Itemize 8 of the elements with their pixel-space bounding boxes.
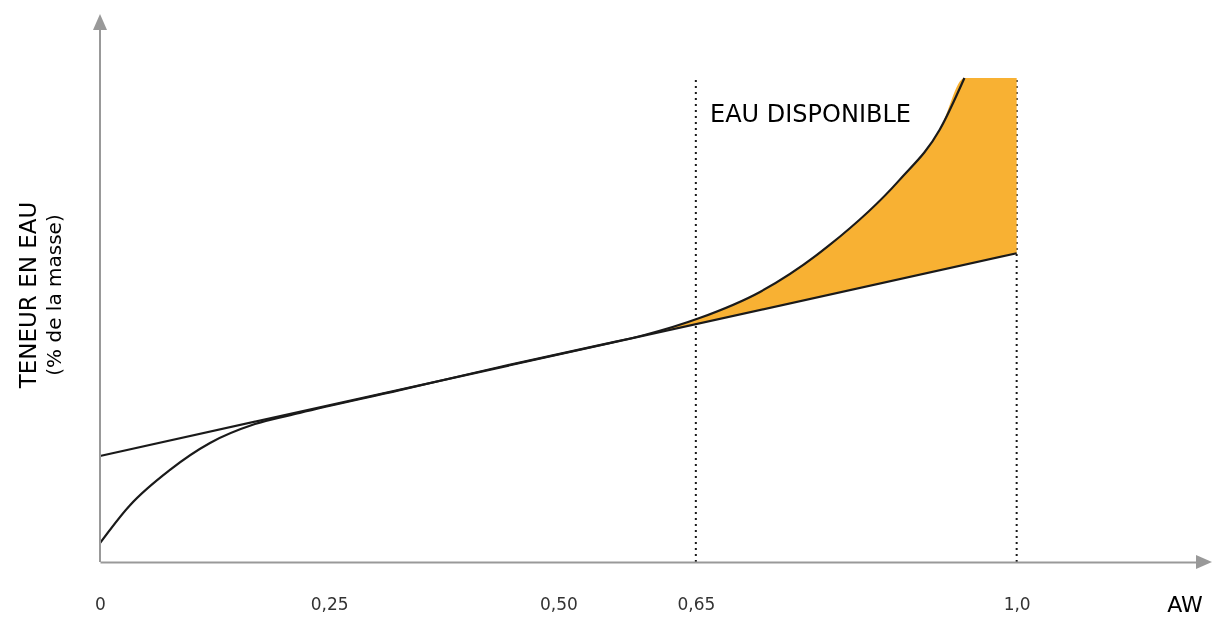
annotation: EAU DISPONIBLE: [710, 100, 911, 128]
x-tick-label: 1,0: [1003, 594, 1031, 615]
x-axis-title: AW: [1167, 592, 1204, 617]
x-tick-label: 0,50: [539, 594, 578, 615]
x-tick-label: 0,65: [677, 594, 716, 615]
y-axis-title: TENEUR EN EAU (% de la masse): [15, 201, 66, 390]
x-tick-label: 0,25: [310, 594, 349, 615]
x-tick-label: 0: [95, 594, 106, 615]
